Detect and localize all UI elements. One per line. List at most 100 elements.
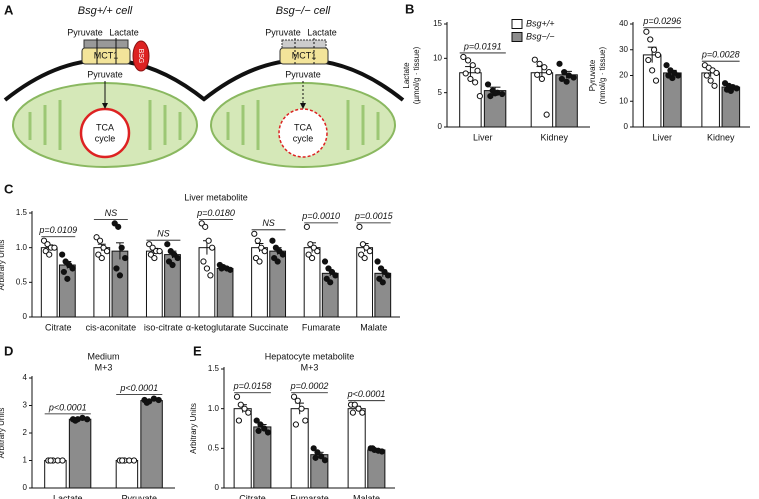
data-point: [96, 237, 104, 244]
data-point: [713, 69, 720, 77]
bar: [642, 54, 662, 128]
data-point: [254, 237, 261, 244]
annotation: p=0.0180: [196, 208, 235, 218]
data-point: [650, 46, 658, 53]
y-tick-label: 1: [23, 456, 28, 465]
data-point: [302, 417, 309, 424]
annotation: p=0.0002: [290, 381, 329, 391]
y-tick-label: 30: [619, 45, 628, 54]
data-point: [151, 254, 158, 262]
data-point: [321, 457, 329, 464]
data-point: [332, 272, 339, 279]
data-point: [310, 445, 317, 452]
data-point: [118, 244, 125, 251]
legend-label: Bsg−/−: [526, 31, 555, 41]
data-point: [298, 405, 305, 412]
chart-title: Hepatocyte metabolite: [265, 351, 355, 361]
data-point: [318, 453, 325, 460]
data-point: [115, 223, 122, 230]
y-tick-label: 4: [23, 373, 28, 382]
data-point: [545, 68, 553, 76]
data-point: [374, 258, 381, 265]
x-tick-label: Fumarate: [302, 322, 341, 332]
data-point: [59, 251, 66, 258]
data-point: [467, 75, 474, 83]
bar: [198, 247, 216, 318]
x-tick-label: Fumarate: [290, 493, 329, 499]
data-point: [84, 416, 91, 423]
y-axis-label: (nmol/g · tissue): [598, 46, 607, 104]
channel: [281, 39, 327, 49]
y-axis-label: Pyruvate: [588, 59, 597, 91]
y-axis-label: Arbitrary Units: [0, 240, 6, 291]
data-point: [472, 79, 479, 86]
data-point: [69, 265, 76, 272]
data-point: [59, 457, 66, 464]
data-point: [476, 93, 483, 100]
bar: [68, 418, 92, 489]
partner-label: BSG: [137, 49, 144, 64]
data-point: [366, 248, 373, 255]
y-tick-label: 3: [23, 401, 28, 410]
data-point: [643, 28, 650, 35]
y-tick-label: 1.0: [208, 404, 220, 413]
annotation: p=0.0191: [463, 41, 502, 51]
y-tick-label: 2: [23, 428, 28, 437]
metabolite-label: Lactate: [307, 27, 337, 37]
data-point: [119, 457, 126, 464]
x-tick-label: Succinate: [249, 322, 289, 332]
data-point: [355, 405, 362, 412]
data-point: [292, 421, 300, 428]
data-point: [169, 261, 176, 269]
metabolite-label: Pyruvate: [67, 27, 103, 37]
data-point: [253, 417, 260, 424]
bar: [253, 426, 272, 489]
data-point: [487, 93, 494, 100]
data-point: [384, 272, 392, 279]
data-point: [237, 401, 244, 408]
data-point: [327, 279, 334, 286]
data-point: [51, 244, 58, 251]
data-point: [378, 448, 386, 455]
metabolite-label: Pyruvate: [87, 69, 123, 79]
data-point: [351, 401, 358, 408]
data-point: [303, 223, 310, 230]
y-tick-label: 0: [438, 122, 443, 131]
data-point: [269, 237, 276, 244]
data-point: [290, 393, 298, 400]
y-tick-label: 10: [433, 53, 442, 62]
x-tick-label: Citrate: [45, 322, 72, 332]
data-point: [98, 254, 105, 262]
y-tick-label: 0: [215, 483, 220, 492]
data-point: [474, 67, 481, 74]
data-point: [47, 457, 54, 464]
data-point: [563, 78, 570, 85]
data-point: [245, 409, 252, 416]
data-point: [72, 417, 79, 424]
bar: [44, 460, 67, 489]
data-point: [122, 254, 129, 262]
data-point: [534, 71, 541, 78]
data-point: [484, 81, 492, 88]
arrowhead: [300, 103, 306, 109]
data-point: [361, 254, 368, 262]
data-point: [46, 251, 53, 258]
data-point: [711, 82, 718, 89]
data-point: [314, 449, 321, 456]
x-tick-label: Malate: [360, 322, 387, 332]
data-point: [209, 244, 216, 251]
data-point: [257, 421, 264, 428]
y-tick-label: 0: [624, 122, 629, 131]
data-point: [321, 258, 329, 265]
y-tick-label: 15: [433, 19, 442, 28]
bar: [115, 460, 139, 489]
annotation: p<0.0001: [48, 402, 87, 412]
data-point: [649, 67, 656, 74]
annotation: NS: [262, 218, 275, 228]
annotation: p=0.0296: [642, 16, 681, 26]
y-axis-label: Lactate: [402, 62, 411, 89]
cycle-label: cycle: [293, 133, 314, 143]
cristae: [226, 100, 380, 150]
data-point: [491, 90, 499, 97]
